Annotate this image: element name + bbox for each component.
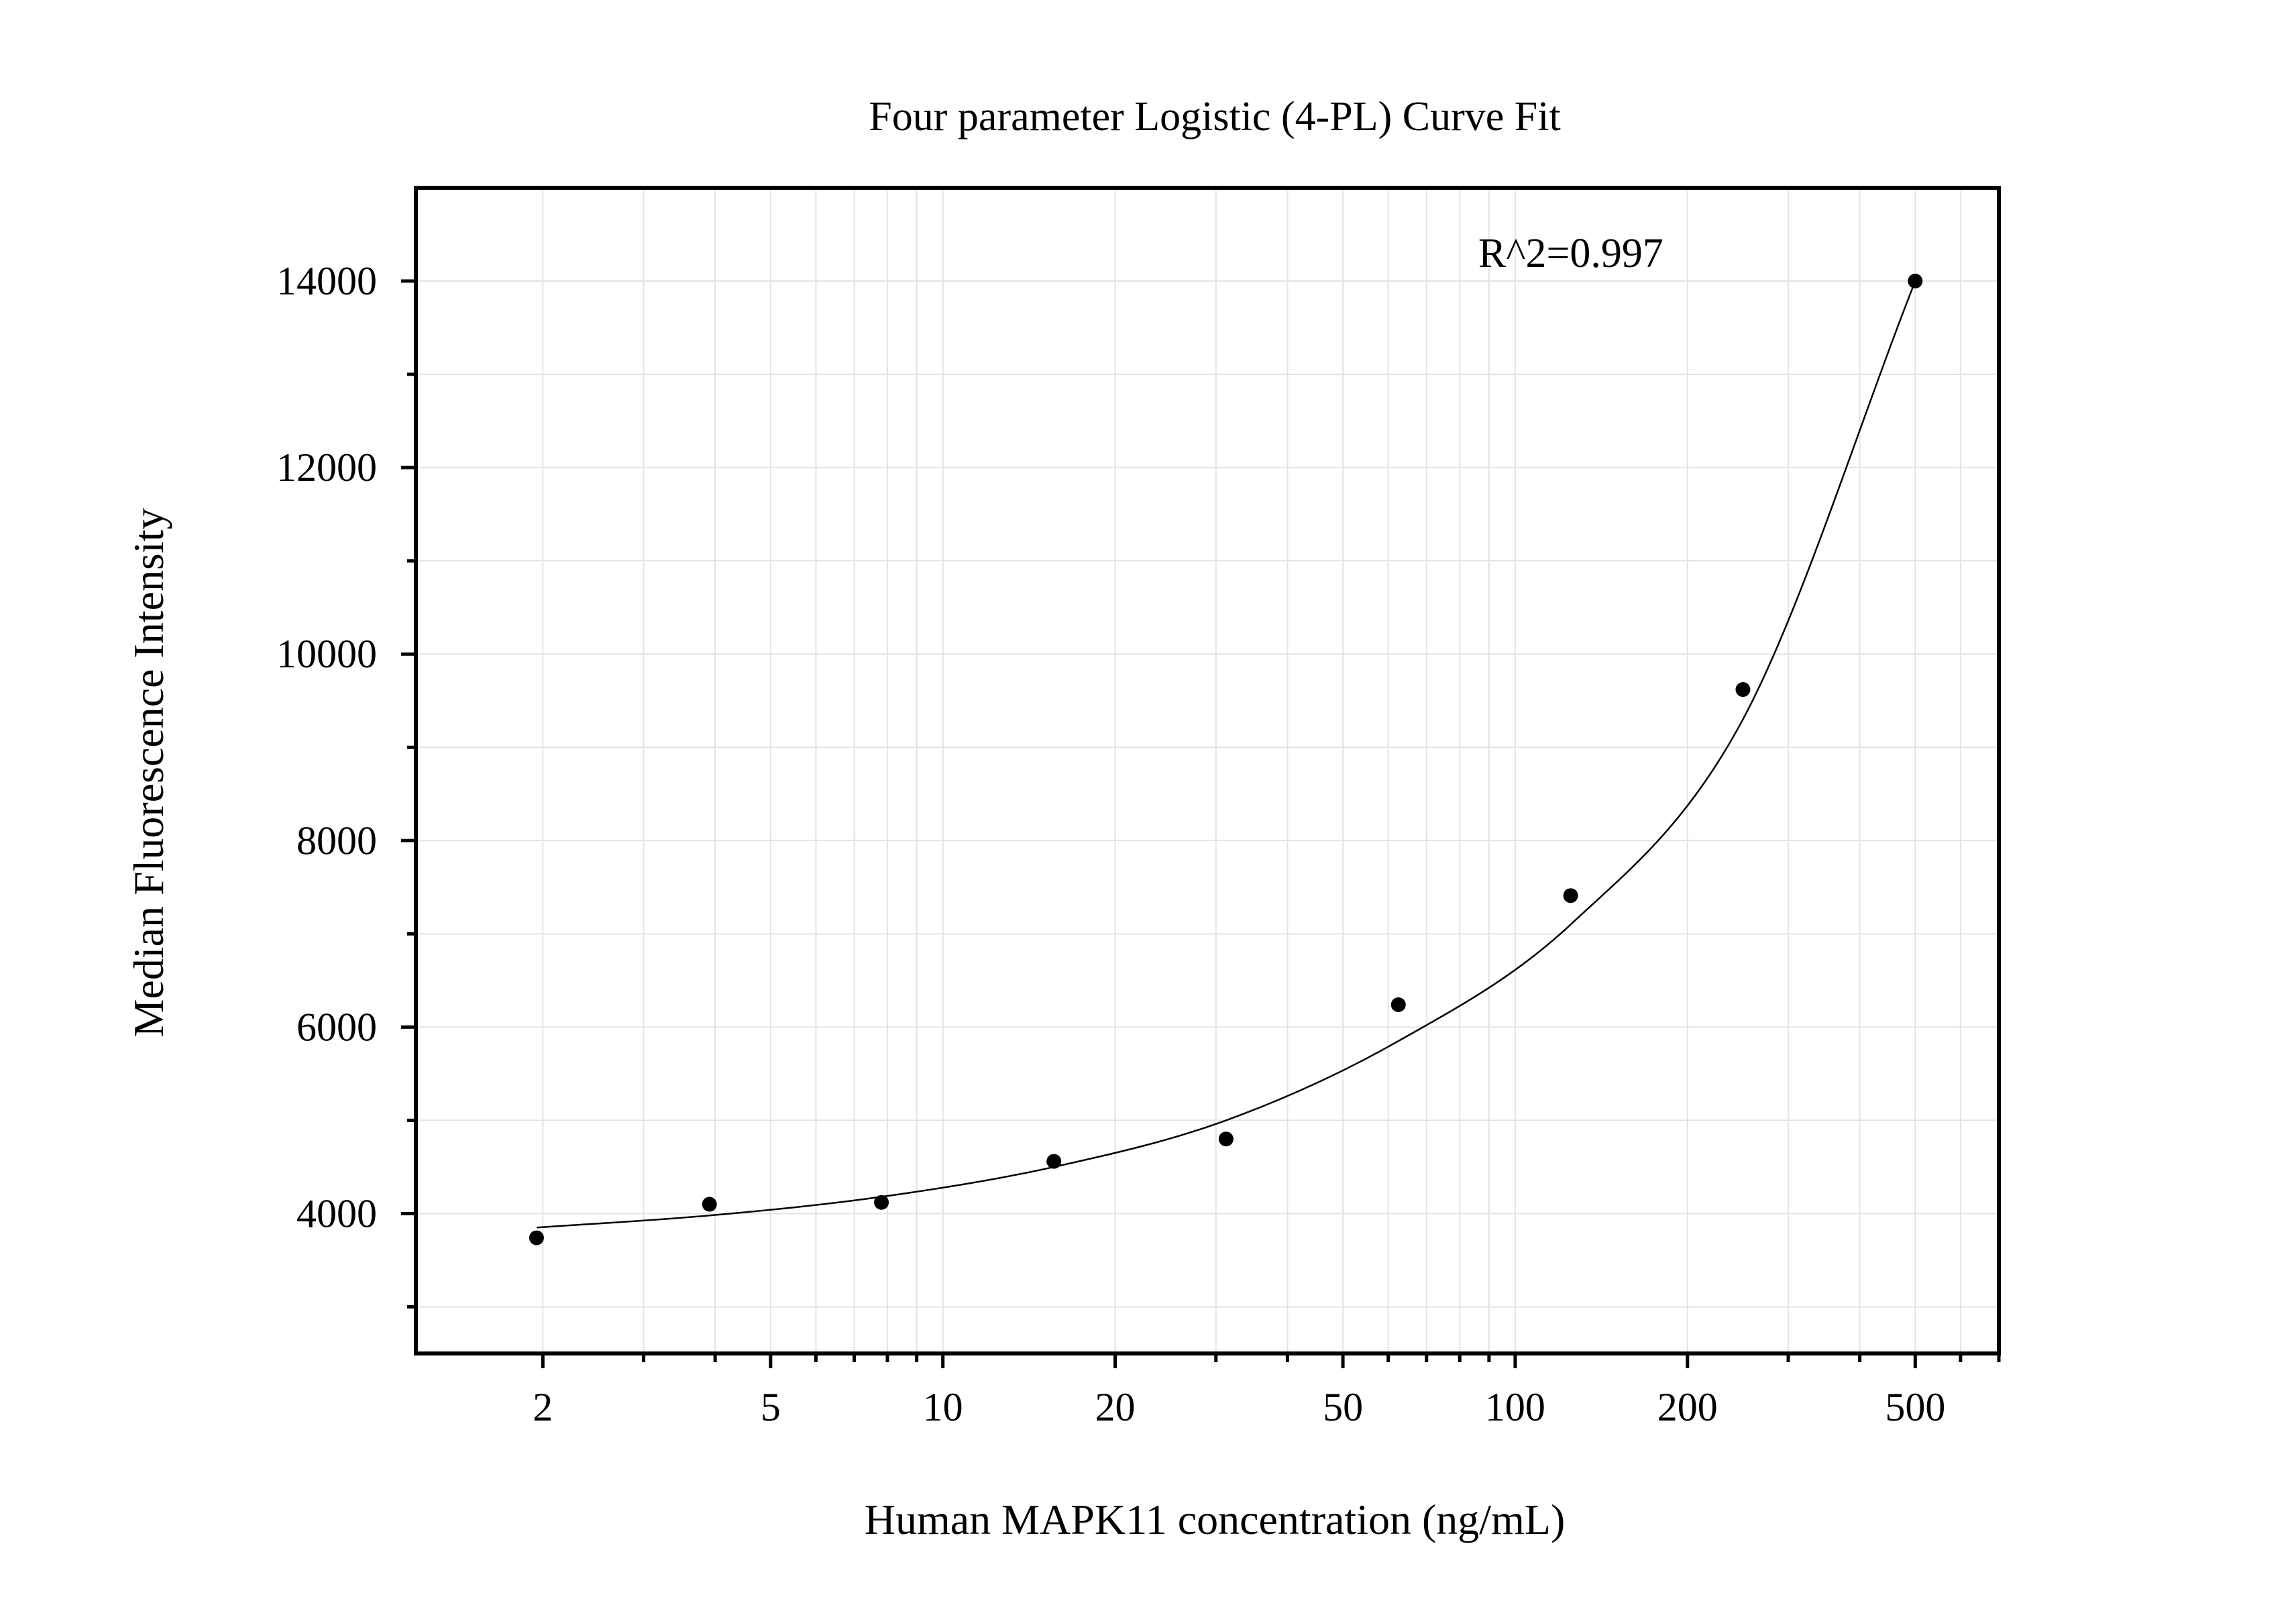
data-point xyxy=(1563,888,1578,903)
y-axis-label: Median Fluorescence Intensity xyxy=(125,508,172,1037)
x-tick-label: 200 xyxy=(1657,1385,1718,1429)
fit-curve-line xyxy=(536,280,1916,1229)
data-point xyxy=(1046,1154,1062,1169)
data-point xyxy=(1218,1131,1234,1147)
x-tick-label: 5 xyxy=(761,1385,781,1429)
tick-labels-layer: 2 5 10 20 50 100 200 500 4000 6000 8000 10000 12000 1… xyxy=(276,259,1945,1429)
x-tick-label: 20 xyxy=(1095,1385,1136,1429)
x-tick-label: 2 xyxy=(533,1385,553,1429)
data-point xyxy=(702,1197,717,1212)
y-tick-label: 8000 xyxy=(296,818,377,863)
data-point xyxy=(1390,997,1406,1012)
y-tick-label: 12000 xyxy=(276,445,377,490)
points-layer xyxy=(529,274,1923,1245)
x-tick-label: 10 xyxy=(923,1385,963,1429)
data-point xyxy=(1908,274,1923,289)
x-axis-label: Human MAPK11 concentration (ng/mL) xyxy=(865,1496,1566,1543)
y-tick-label: 14000 xyxy=(276,259,377,303)
y-tick-label: 10000 xyxy=(276,632,377,676)
chart-title: Four parameter Logistic (4-PL) Curve Fit xyxy=(869,94,1560,140)
y-tick-label: 4000 xyxy=(296,1191,377,1235)
data-point xyxy=(529,1230,544,1245)
grid-layer xyxy=(416,188,2000,1353)
curve-layer xyxy=(536,280,1916,1229)
data-point xyxy=(1735,682,1751,698)
x-tick-label: 50 xyxy=(1323,1385,1363,1429)
r-squared-annotation: R^2=0.997 xyxy=(1478,231,1663,276)
data-point xyxy=(874,1195,889,1210)
plot-frame xyxy=(414,186,2001,1355)
ticks-layer xyxy=(401,279,2001,1368)
x-tick-label: 100 xyxy=(1485,1385,1545,1429)
x-tick-label: 500 xyxy=(1885,1385,1945,1429)
y-tick-label: 6000 xyxy=(296,1005,377,1049)
